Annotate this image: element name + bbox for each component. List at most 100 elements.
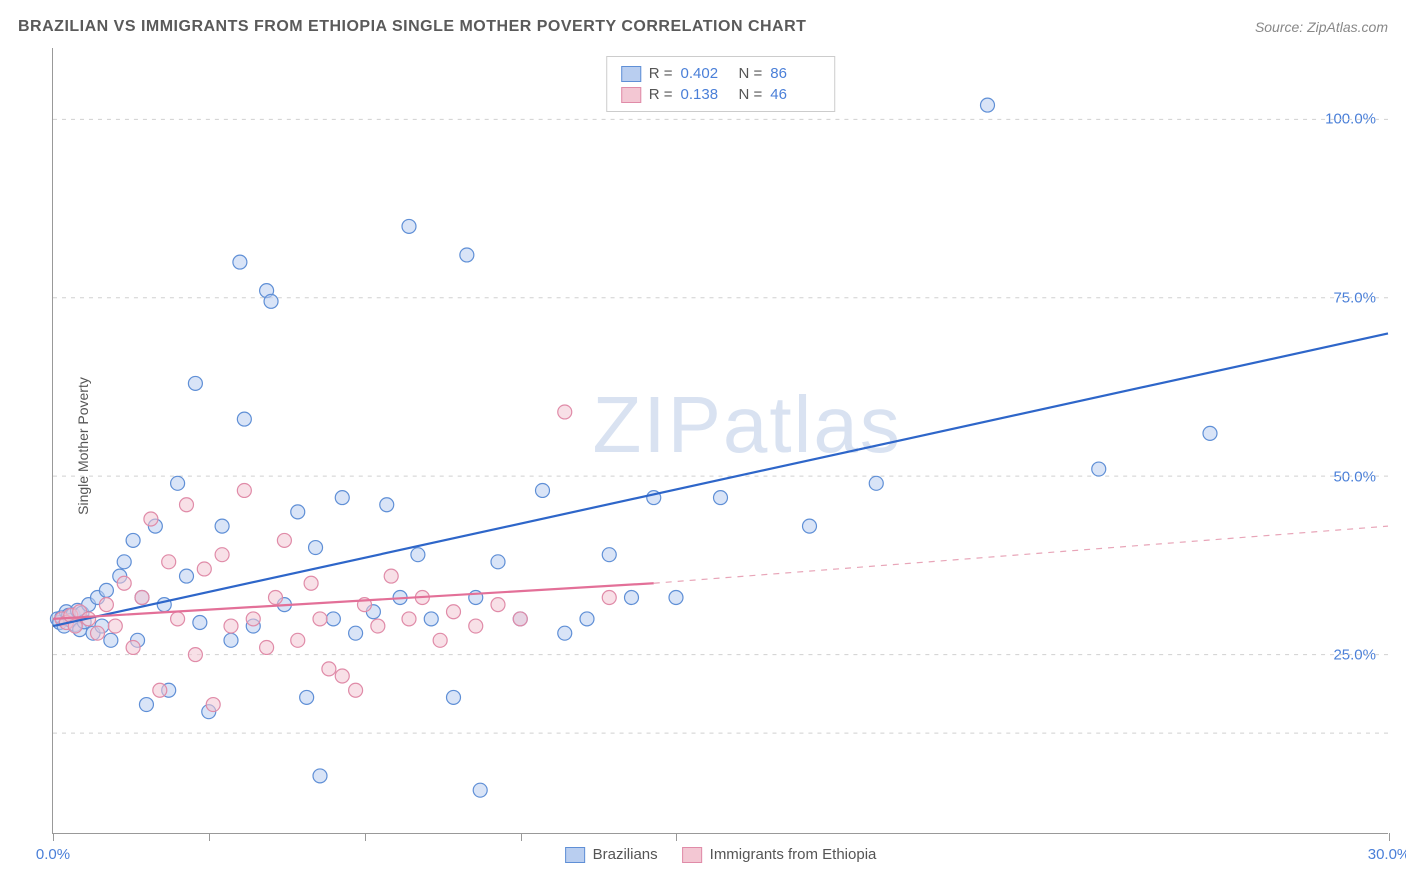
data-point bbox=[580, 612, 594, 626]
data-point bbox=[313, 612, 327, 626]
data-point bbox=[402, 612, 416, 626]
legend-series-item: Immigrants from Ethiopia bbox=[682, 846, 877, 863]
data-point bbox=[469, 619, 483, 633]
legend-r-value: 0.138 bbox=[681, 86, 731, 103]
data-point bbox=[335, 491, 349, 505]
data-point bbox=[108, 619, 122, 633]
data-point bbox=[215, 548, 229, 562]
data-point bbox=[277, 533, 291, 547]
data-point bbox=[237, 483, 251, 497]
data-point bbox=[309, 541, 323, 555]
data-point bbox=[447, 605, 461, 619]
data-point bbox=[153, 683, 167, 697]
data-point bbox=[224, 633, 238, 647]
legend-series-label: Immigrants from Ethiopia bbox=[710, 846, 877, 863]
legend-n-value: 46 bbox=[770, 86, 820, 103]
data-point bbox=[126, 640, 140, 654]
data-point bbox=[233, 255, 247, 269]
data-point bbox=[349, 626, 363, 640]
data-point bbox=[188, 376, 202, 390]
legend-r-label: R = bbox=[649, 86, 673, 103]
data-point bbox=[460, 248, 474, 262]
chart-header: BRAZILIAN VS IMMIGRANTS FROM ETHIOPIA SI… bbox=[18, 18, 1388, 36]
data-point bbox=[558, 626, 572, 640]
data-point bbox=[1092, 462, 1106, 476]
data-point bbox=[1203, 426, 1217, 440]
data-point bbox=[349, 683, 363, 697]
data-point bbox=[447, 690, 461, 704]
data-point bbox=[491, 598, 505, 612]
legend-n-label: N = bbox=[739, 65, 763, 82]
data-point bbox=[473, 783, 487, 797]
data-point bbox=[126, 533, 140, 547]
data-point bbox=[869, 476, 883, 490]
data-point bbox=[260, 640, 274, 654]
data-point bbox=[171, 612, 185, 626]
data-point bbox=[206, 698, 220, 712]
data-point bbox=[171, 476, 185, 490]
data-point bbox=[433, 633, 447, 647]
data-point bbox=[304, 576, 318, 590]
data-point bbox=[193, 615, 207, 629]
data-point bbox=[197, 562, 211, 576]
legend-series-label: Brazilians bbox=[593, 846, 658, 863]
data-point bbox=[215, 519, 229, 533]
data-point bbox=[380, 498, 394, 512]
legend-swatch bbox=[682, 847, 702, 863]
data-point bbox=[803, 519, 817, 533]
data-point bbox=[981, 98, 995, 112]
data-point bbox=[371, 619, 385, 633]
plot-svg bbox=[53, 48, 1388, 833]
data-point bbox=[264, 294, 278, 308]
data-point bbox=[104, 633, 118, 647]
data-point bbox=[313, 769, 327, 783]
legend-n-value: 86 bbox=[770, 65, 820, 82]
data-point bbox=[513, 612, 527, 626]
data-point bbox=[144, 512, 158, 526]
data-point bbox=[300, 690, 314, 704]
data-point bbox=[291, 633, 305, 647]
data-point bbox=[491, 555, 505, 569]
data-point bbox=[291, 505, 305, 519]
legend-n-label: N = bbox=[739, 86, 763, 103]
data-point bbox=[326, 612, 340, 626]
x-tick-label: 30.0% bbox=[1368, 846, 1406, 863]
data-point bbox=[625, 591, 639, 605]
data-point bbox=[91, 626, 105, 640]
data-point bbox=[536, 483, 550, 497]
chart-source: Source: ZipAtlas.com bbox=[1255, 19, 1388, 35]
data-point bbox=[117, 576, 131, 590]
data-point bbox=[411, 548, 425, 562]
x-tick-label: 0.0% bbox=[36, 846, 70, 863]
chart-area: ZIPatlas R =0.402N =86R =0.138N =46 25.0… bbox=[52, 48, 1388, 834]
data-point bbox=[237, 412, 251, 426]
legend-correlation: R =0.402N =86R =0.138N =46 bbox=[606, 56, 836, 112]
data-point bbox=[99, 583, 113, 597]
data-point bbox=[335, 669, 349, 683]
data-point bbox=[162, 555, 176, 569]
data-point bbox=[180, 569, 194, 583]
data-point bbox=[384, 569, 398, 583]
data-point bbox=[99, 598, 113, 612]
data-point bbox=[402, 219, 416, 233]
legend-swatch bbox=[621, 66, 641, 82]
data-point bbox=[269, 591, 283, 605]
data-point bbox=[424, 612, 438, 626]
data-point bbox=[246, 612, 260, 626]
data-point bbox=[714, 491, 728, 505]
legend-swatch bbox=[565, 847, 585, 863]
data-point bbox=[558, 405, 572, 419]
data-point bbox=[602, 591, 616, 605]
data-point bbox=[117, 555, 131, 569]
legend-r-label: R = bbox=[649, 65, 673, 82]
data-point bbox=[322, 662, 336, 676]
legend-correlation-row: R =0.402N =86 bbox=[621, 63, 821, 84]
data-point bbox=[602, 548, 616, 562]
plot-region: ZIPatlas R =0.402N =86R =0.138N =46 25.0… bbox=[52, 48, 1388, 834]
data-point bbox=[669, 591, 683, 605]
chart-title: BRAZILIAN VS IMMIGRANTS FROM ETHIOPIA SI… bbox=[18, 18, 806, 36]
trend-line bbox=[53, 333, 1388, 626]
trend-line-extrapolated bbox=[654, 526, 1388, 583]
legend-correlation-row: R = 0.138 N = 46 bbox=[621, 84, 821, 105]
legend-swatch bbox=[621, 87, 641, 103]
